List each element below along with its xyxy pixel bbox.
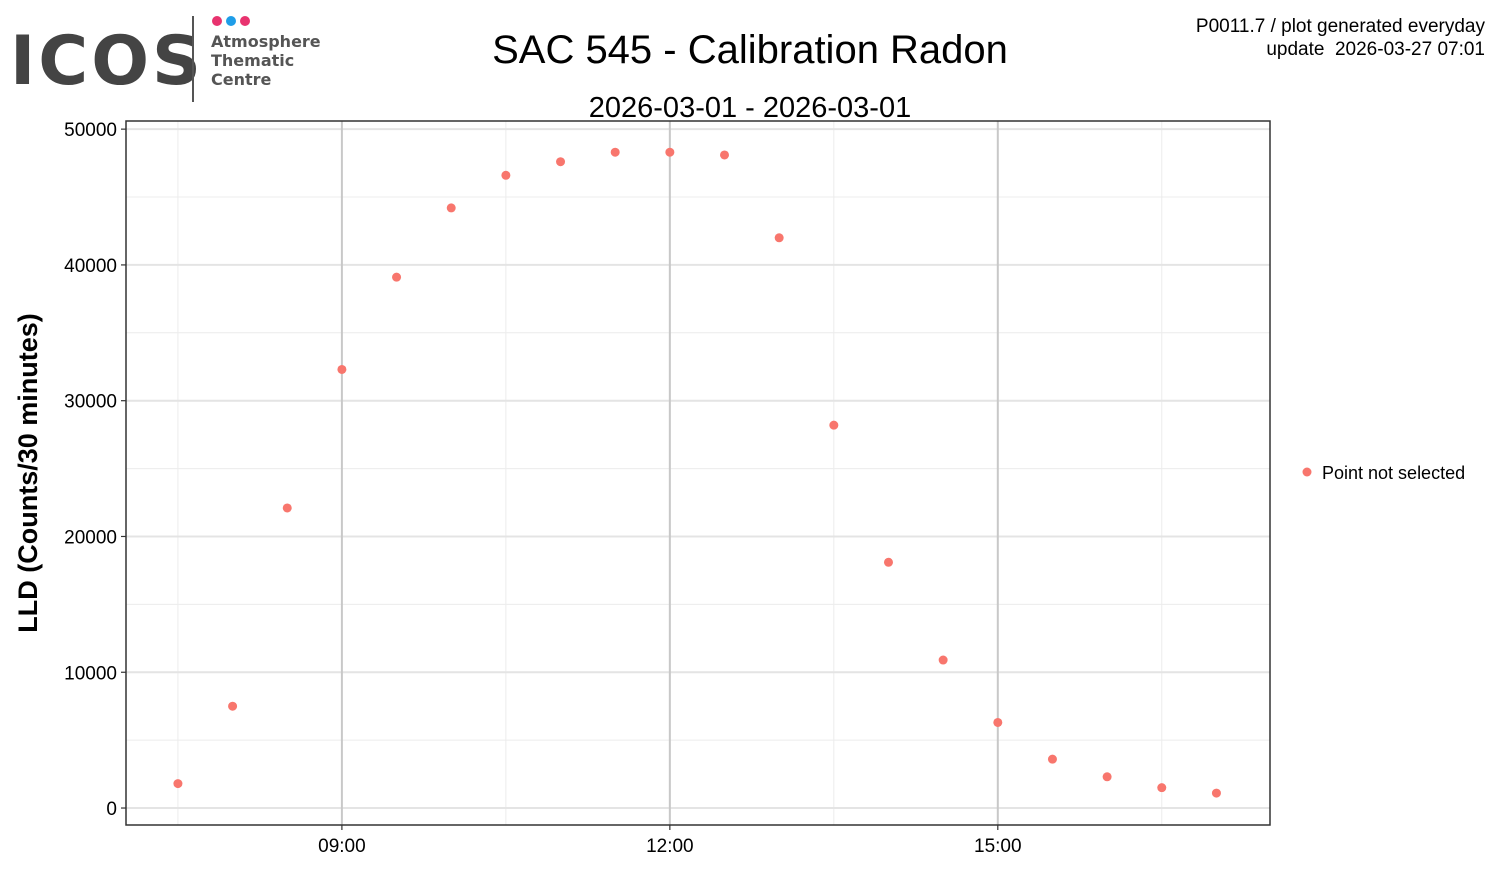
data-point: [1102, 772, 1112, 782]
logo-dot: [240, 16, 250, 26]
y-tick-label: 10000: [64, 663, 117, 684]
data-point: [501, 170, 511, 180]
logo-line-3: Centre: [211, 70, 272, 89]
y-axis: 0 10000 20000 30000 40000 50000: [64, 120, 126, 820]
data-point: [1157, 783, 1167, 793]
logo-dot: [212, 16, 222, 26]
data-point: [1047, 754, 1057, 764]
logo-line-2: Thematic: [211, 51, 294, 70]
data-point: [829, 420, 839, 430]
y-tick-label: 40000: [64, 256, 117, 277]
data-point: [228, 701, 238, 711]
data-point: [938, 655, 948, 665]
data-point: [173, 779, 183, 789]
legend-marker: [1302, 467, 1312, 477]
x-tick-label: 09:00: [318, 836, 366, 857]
data-point: [774, 233, 784, 243]
info-line-2: update 2026-03-27 07:01: [1266, 39, 1485, 60]
y-tick-label: 20000: [64, 527, 117, 548]
data-point: [282, 503, 292, 513]
x-tick-label: 15:00: [974, 836, 1022, 857]
info-line-1: P0011.7 / plot generated everyday: [1196, 16, 1486, 37]
data-point: [610, 147, 620, 157]
x-axis: 09:00 12:00 15:00: [318, 825, 1022, 857]
data-point: [1211, 788, 1221, 798]
logo-dot: [226, 16, 236, 26]
data-point: [883, 557, 893, 567]
logo-dots: [212, 16, 250, 26]
chart-subtitle: 2026-03-01 - 2026-03-01: [589, 92, 911, 124]
plot-border: [125, 120, 1271, 826]
chart-title: SAC 545 - Calibration Radon: [492, 28, 1008, 72]
data-points: [173, 147, 1221, 798]
logo-word: ICOS: [10, 22, 204, 101]
y-tick-label: 0: [106, 799, 117, 820]
x-tick-label: 12:00: [646, 836, 694, 857]
data-point: [665, 147, 675, 157]
grid: [126, 121, 1270, 825]
data-point: [556, 157, 566, 167]
data-point: [392, 272, 402, 282]
legend-label: Point not selected: [1322, 463, 1465, 483]
y-tick-label: 50000: [64, 120, 117, 141]
logo-line-1: Atmosphere: [211, 32, 321, 51]
data-point: [720, 150, 730, 160]
data-point: [337, 364, 347, 374]
icos-logo: ICOS Atmosphere Thematic Centre: [10, 16, 321, 102]
y-tick-label: 30000: [64, 392, 117, 413]
legend: Point not selected: [1302, 463, 1465, 483]
data-point: [993, 717, 1003, 727]
data-point: [446, 203, 456, 213]
y-axis-label: LLD (Counts/30 minutes): [13, 313, 43, 633]
